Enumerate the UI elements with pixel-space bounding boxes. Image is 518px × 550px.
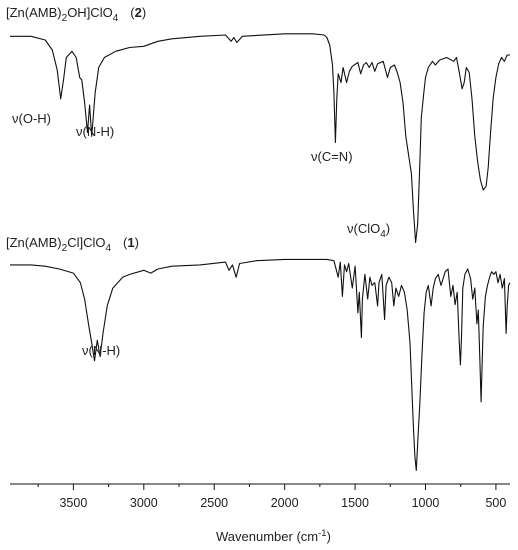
- series-label-2: [Zn(AMB)2OH]ClO4 (2): [6, 5, 146, 24]
- annotation-oh: ν(O-H): [12, 111, 51, 126]
- annotation-clo4: ν(ClO4): [347, 221, 390, 240]
- x-tick-label: 2500: [200, 496, 228, 510]
- series-label-1: [Zn(AMB)2Cl]ClO4 (1): [6, 235, 139, 254]
- x-tick-label: 500: [485, 496, 506, 510]
- x-axis-ticks: 3500 3000 2500 2000 1500 1000 500: [37, 484, 506, 510]
- x-tick-label: 3500: [59, 496, 87, 510]
- annotation-nh-1: ν(N-H): [82, 343, 120, 358]
- series-line-2: [10, 33, 510, 244]
- annotation-cn: ν(C=N): [311, 149, 353, 164]
- x-axis-label: Wavenumber (cm-1): [216, 528, 331, 544]
- series-line-1: [10, 258, 511, 471]
- x-tick-label: 2000: [271, 496, 299, 510]
- annotation-nh-2: ν(N-H): [76, 124, 114, 139]
- x-tick-label: 3000: [130, 496, 158, 510]
- x-tick-label: 1000: [412, 496, 440, 510]
- x-tick-label: 1500: [341, 496, 369, 510]
